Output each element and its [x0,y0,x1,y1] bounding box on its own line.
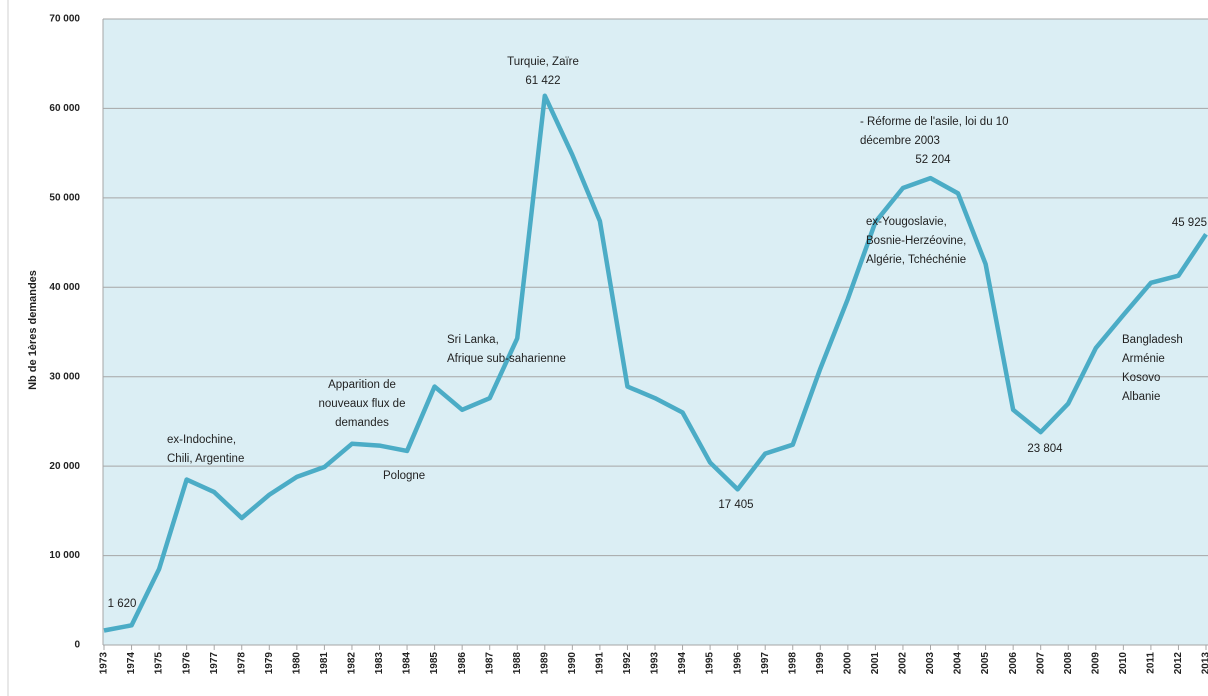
x-tick-label: 2004 [953,652,964,675]
annotation: Kosovo [1122,372,1160,384]
x-tick-label: 2010 [1118,652,1129,675]
x-tick-label: 1996 [732,652,743,675]
y-tick-label: 10 000 [49,550,80,561]
x-tick-label: 1974 [126,652,137,675]
x-tick-label: 1993 [650,652,661,675]
annotation: décembre 2003 [860,135,940,147]
annotation: Afrique sub-saharienne [447,353,566,365]
y-tick-label: 50 000 [49,192,80,203]
annotation: Arménie [1122,353,1165,365]
y-tick-label: 30 000 [49,371,80,382]
x-tick-label: 1979 [264,652,275,675]
annotation: Apparition de [328,379,396,391]
data-label: 1 620 [108,598,137,610]
data-label: 23 804 [1027,443,1063,455]
x-tick-label: 1994 [677,652,688,675]
x-tick-label: 2009 [1090,652,1101,675]
data-label: 17 405 [718,499,753,511]
x-tick-label: 1987 [484,652,495,675]
y-tick-label: 70 000 [49,14,80,25]
annotation: demandes [335,417,389,429]
x-tick-label: 2013 [1201,652,1208,675]
x-tick-label: 2006 [1008,652,1019,675]
annotation: Sri Lanka, [447,334,499,346]
x-tick-label: 1992 [622,652,633,675]
y-tick-label: 20 000 [49,461,80,472]
annotation: ex-Indochine, [167,434,236,446]
x-tick-label: 1985 [429,652,440,675]
x-tick-label: 2008 [1063,652,1074,675]
x-tick-label: 1984 [402,652,413,675]
x-tick-label: 1989 [539,652,550,675]
y-tick-label: 0 [74,640,80,651]
x-tick-label: 1975 [154,652,165,675]
x-tick-label: 1978 [236,652,247,675]
x-tick-label: 2012 [1173,652,1184,675]
data-label: 61 422 [525,75,560,87]
x-tick-label: 1983 [374,652,385,675]
annotation: Albanie [1122,391,1160,403]
annotation: Pologne [383,470,425,482]
x-tick-label: 1982 [347,652,358,675]
data-label: 52 204 [915,154,951,166]
x-tick-label: 1981 [319,652,330,675]
x-tick-label: 1977 [209,652,220,675]
annotation: ex-Yougoslavie, [866,216,947,228]
x-tick-label: 1998 [787,652,798,675]
annotation: Chili, Argentine [167,453,244,465]
x-tick-label: 1973 [99,652,110,675]
annotation: Turquie, Zaïre [507,56,579,68]
annotation: Algérie, Tchéchénie [866,254,966,266]
y-axis-label: Nb de 1ères demandes [27,270,39,390]
x-tick-label: 2011 [1146,652,1157,674]
x-tick-label: 1988 [512,652,523,675]
y-tick-label: 40 000 [49,282,80,293]
x-tick-label: 2003 [925,652,936,675]
x-tick-label: 1976 [181,652,192,675]
x-tick-label: 1995 [705,652,716,675]
annotation: - Réforme de l'asile, loi du 10 [860,116,1009,128]
x-tick-label: 1990 [567,652,578,675]
plot-area [103,19,1208,645]
x-tick-label: 1991 [595,652,606,675]
x-tick-label: 2000 [842,652,853,675]
annotation: Bangladesh [1122,334,1183,346]
x-tick-label: 1986 [457,652,468,675]
x-tick-label: 1997 [760,652,771,675]
x-tick-label: 2001 [870,652,881,675]
x-tick-label: 2007 [1035,652,1046,675]
x-tick-label: 1980 [291,652,302,675]
x-tick-label: 1999 [815,652,826,675]
y-tick-label: 60 000 [49,103,80,114]
annotation: Bosnie-Herzéovine, [866,235,966,247]
x-tick-label: 2005 [980,652,991,675]
data-line [103,93,1208,633]
data-label: 45 925 [1172,217,1207,229]
x-tick-label: 2002 [898,652,909,675]
annotation: nouveaux flux de [319,398,406,410]
